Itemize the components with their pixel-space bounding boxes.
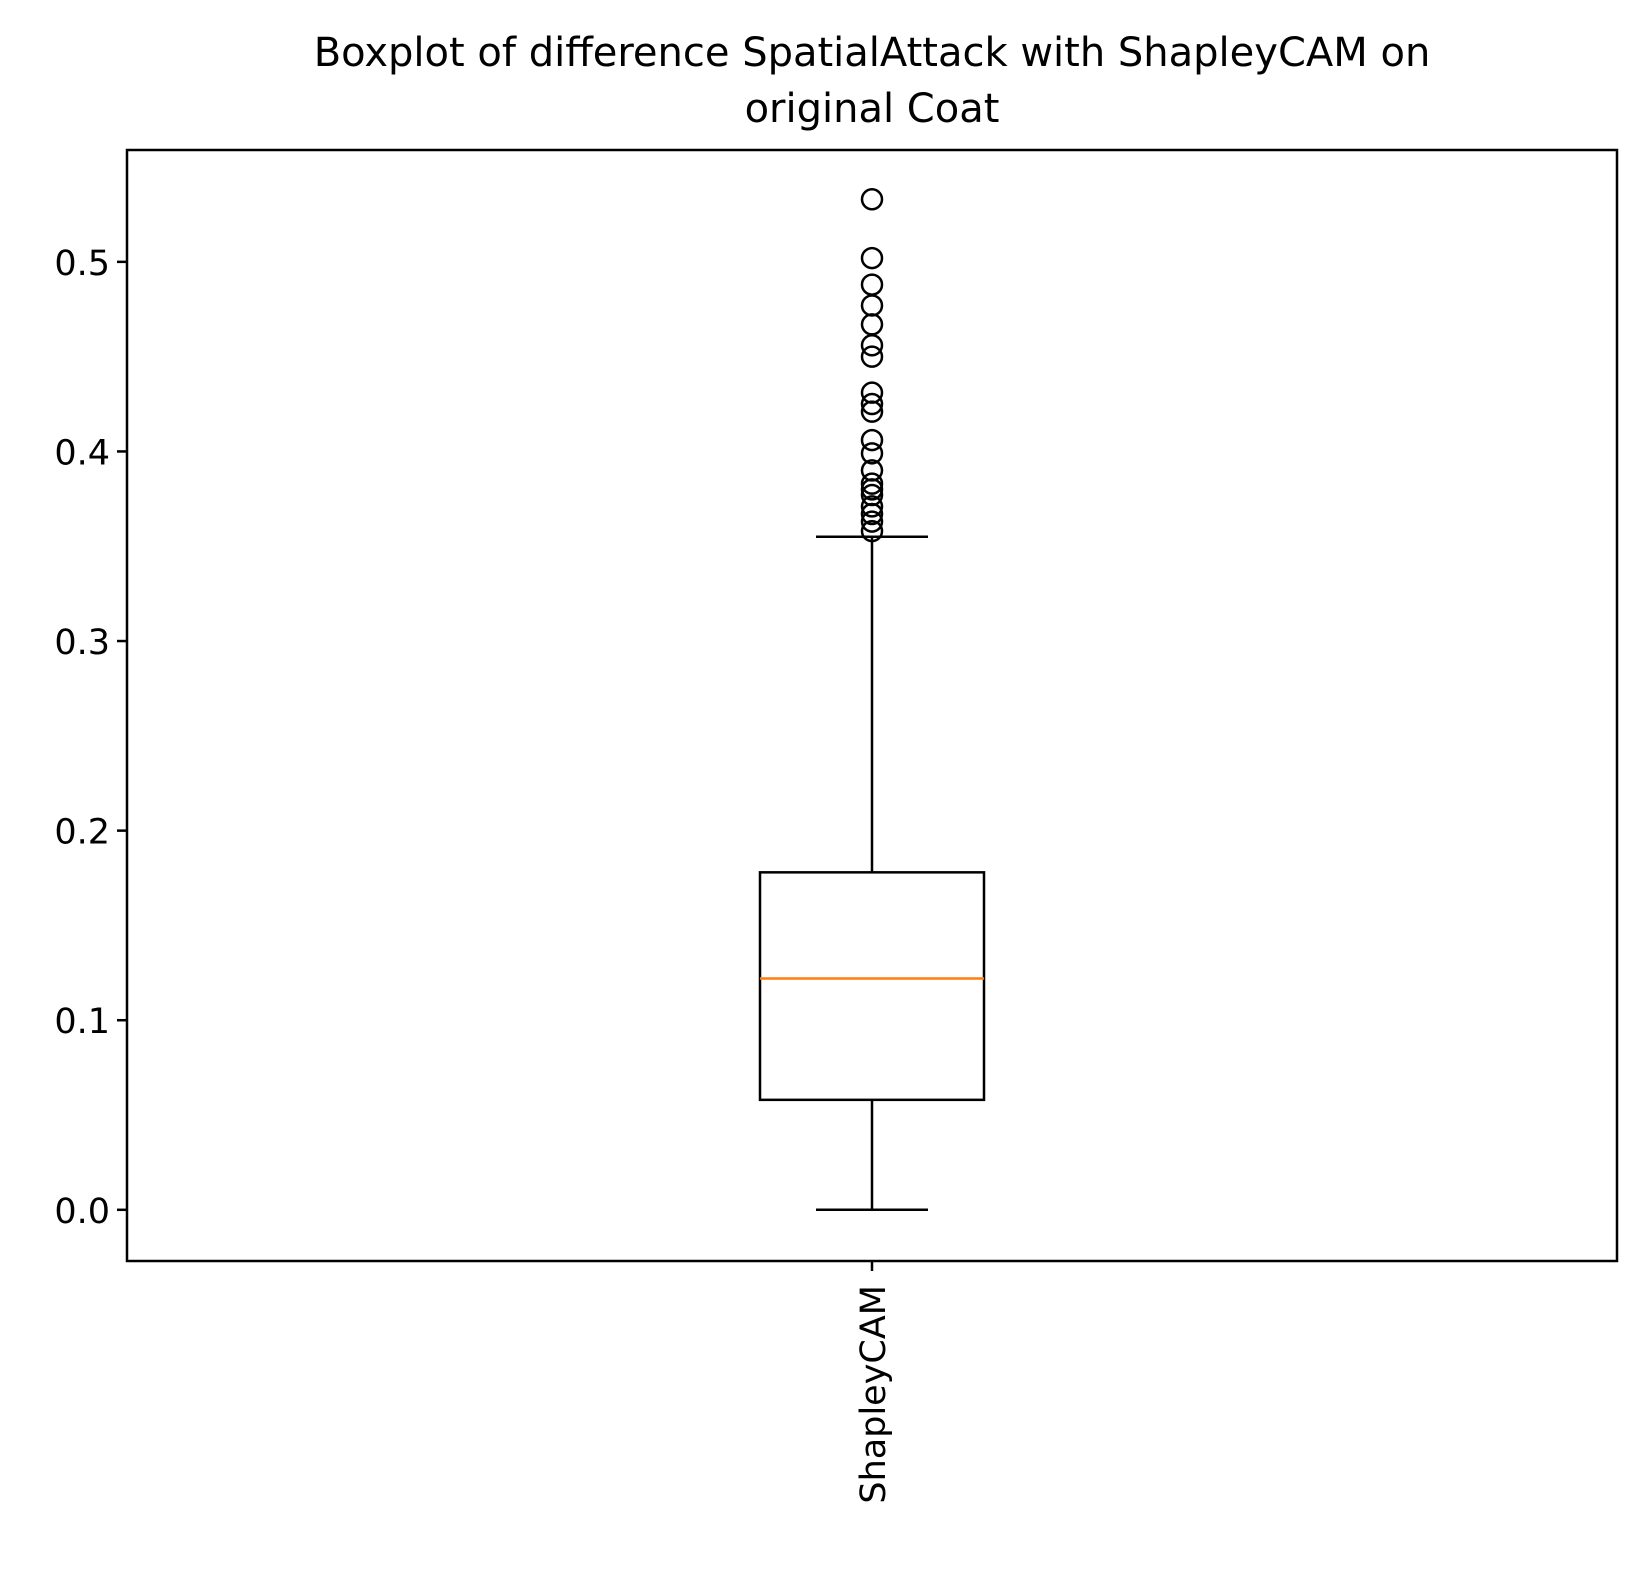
chart-title-line-2: original Coat [745, 86, 1000, 132]
outlier-point [860, 478, 884, 501]
outlier-point [860, 381, 884, 404]
outlier-point [860, 502, 884, 526]
outlier-point [860, 273, 884, 296]
iqr-box [758, 871, 986, 1102]
outlier-point [860, 510, 884, 533]
outlier-point [860, 188, 884, 211]
outlier-point [860, 313, 884, 336]
outlier-point [860, 334, 884, 357]
x-tick-label: ShapleyCAM [854, 1285, 894, 1504]
chart-title-line-1: Boxplot of difference SpatialAttack with… [314, 30, 1431, 76]
y-tick-label: 0.2 [54, 813, 110, 853]
y-tick-label: 0.3 [54, 623, 110, 663]
plot-area: 0.0 0.1 0.2 0.3 0.4 0.5 ShapleyCAM [54, 148, 1619, 1504]
outlier-point [860, 495, 884, 518]
outlier-point [860, 472, 884, 495]
outlier-point [860, 519, 884, 543]
outlier-point [860, 392, 884, 416]
outlier-point [860, 294, 884, 317]
y-tick-label: 0.0 [54, 1192, 110, 1232]
outlier-point [860, 428, 884, 452]
outlier-point [860, 345, 884, 368]
y-tick-label: 0.4 [54, 433, 110, 473]
outlier-point [860, 246, 884, 270]
y-tick-label: 0.1 [54, 1002, 110, 1042]
y-tick-label: 0.5 [54, 244, 110, 284]
outlier-point [860, 400, 884, 423]
outlier-point [860, 442, 884, 465]
